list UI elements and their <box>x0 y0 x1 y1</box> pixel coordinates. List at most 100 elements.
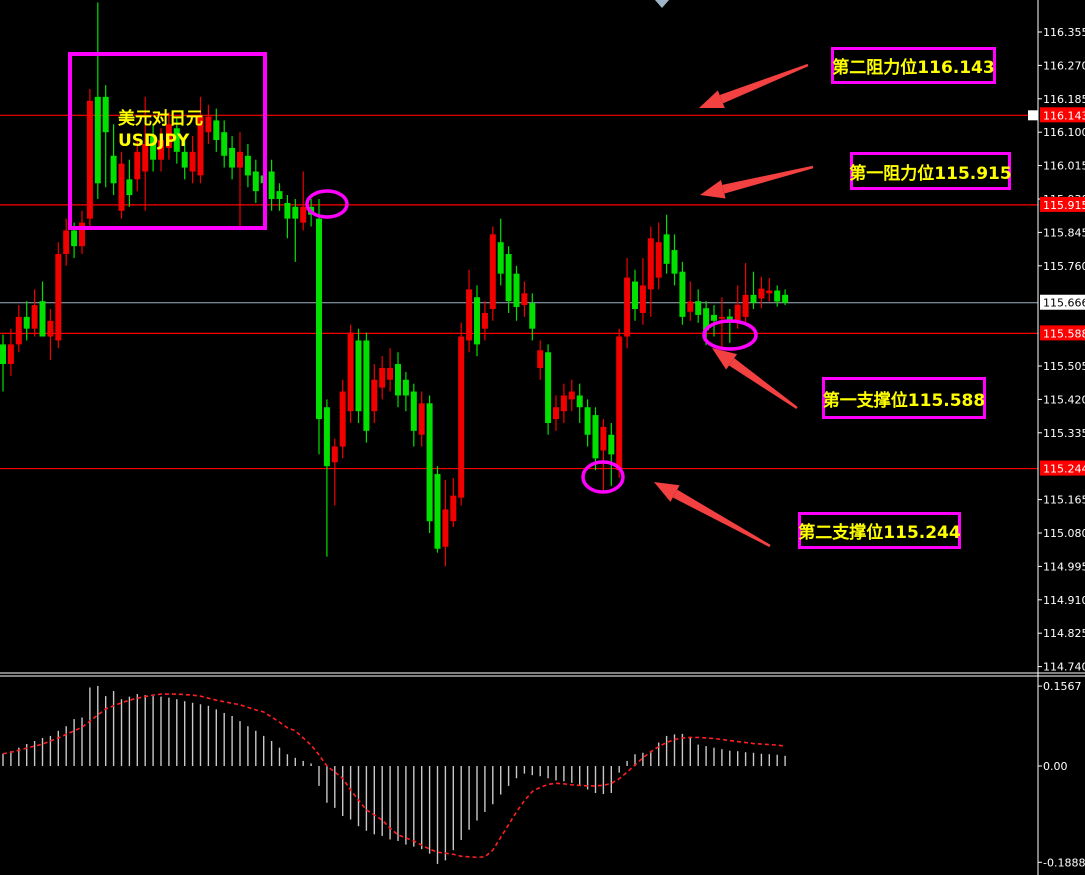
price-tick-label: 114.995 <box>1043 560 1085 573</box>
candle <box>505 254 512 302</box>
candle <box>23 316 30 329</box>
candle <box>126 179 133 196</box>
candle <box>300 206 307 223</box>
candle <box>197 116 204 176</box>
candle <box>687 301 694 312</box>
candle <box>189 151 196 172</box>
price-tick-label: 115.505 <box>1043 360 1085 373</box>
candle <box>347 332 354 412</box>
candle <box>158 140 164 160</box>
candle <box>355 340 362 412</box>
candle <box>718 316 725 319</box>
candle <box>39 301 46 337</box>
annotation-ellipse-1[interactable] <box>305 189 349 219</box>
candle <box>31 305 38 329</box>
candle <box>655 242 662 278</box>
price-tick-label: 116.015 <box>1043 160 1085 173</box>
candle <box>450 495 457 522</box>
symbol-name-cn: 美元对日元 <box>118 109 203 129</box>
candle <box>632 281 638 310</box>
annotation-rectangle[interactable] <box>68 52 267 230</box>
annotation-ellipse-2[interactable] <box>702 319 758 351</box>
candle <box>442 509 449 547</box>
annotation-box-resistance-2[interactable]: 第二阻力位116.143 <box>831 47 996 84</box>
level-price-tag: 115.588 <box>1043 327 1085 340</box>
level-price-tag: 115.915 <box>1043 199 1085 212</box>
candle <box>55 254 62 341</box>
annotation-arrow-head-1[interactable] <box>699 90 725 109</box>
candle <box>94 96 101 184</box>
candle <box>750 294 757 303</box>
candle <box>489 234 496 310</box>
price-tick-label: 115.845 <box>1043 226 1085 239</box>
candle <box>110 155 117 184</box>
candle <box>339 391 346 447</box>
candle <box>774 290 781 302</box>
candle <box>102 96 109 133</box>
candle <box>711 314 717 321</box>
line-drag-handle[interactable] <box>1028 110 1038 121</box>
price-tick-label: 116.355 <box>1043 26 1085 39</box>
candle <box>671 250 678 274</box>
candle <box>142 143 149 172</box>
candle <box>323 407 330 467</box>
candle <box>86 100 93 219</box>
candle <box>331 446 338 463</box>
candle <box>529 303 536 329</box>
candle <box>758 288 765 299</box>
candle <box>387 367 394 380</box>
annotation-arrow-shaft-3[interactable] <box>729 358 798 410</box>
candle <box>734 304 741 321</box>
candle <box>244 155 251 176</box>
price-tick-label: 115.335 <box>1043 427 1085 440</box>
candle <box>474 297 480 345</box>
candle <box>647 238 654 290</box>
candle <box>568 391 575 400</box>
candle <box>466 289 473 341</box>
price-tick-label: 116.270 <box>1043 59 1085 72</box>
candle <box>576 395 583 408</box>
annotation-arrow-head-3[interactable] <box>712 348 738 370</box>
candle <box>134 151 141 180</box>
candle <box>742 294 749 317</box>
candle <box>221 132 228 156</box>
candle <box>316 218 322 420</box>
candle <box>15 316 22 345</box>
annotation-arrow-shaft-2[interactable] <box>722 165 814 194</box>
candle <box>545 352 552 423</box>
annotation-arrow-shaft-1[interactable] <box>719 63 809 104</box>
candle <box>616 336 623 471</box>
annotation-ellipse-3[interactable] <box>581 460 625 494</box>
candle <box>402 379 409 396</box>
price-tick-label: 115.420 <box>1043 393 1085 406</box>
candle <box>624 277 631 337</box>
candle <box>481 312 488 329</box>
annotation-box-support-1[interactable]: 第一支撑位115.588 <box>822 377 986 419</box>
candle <box>766 290 773 294</box>
candle <box>703 308 710 331</box>
candle <box>165 124 172 148</box>
candle <box>663 234 670 264</box>
candle <box>497 242 504 274</box>
current-price-tag: 115.666 <box>1043 297 1085 310</box>
annotation-box-resistance-1[interactable]: 第一阻力位115.915 <box>849 152 1012 190</box>
time-marker-triangle <box>655 0 669 8</box>
annotation-arrow-shaft-4[interactable] <box>672 489 771 548</box>
candle <box>213 120 220 141</box>
annotation-box-support-2[interactable]: 第二支撑位115.244 <box>798 512 961 549</box>
level-price-tag-bg <box>1040 196 1085 212</box>
indicator-tick-label: -0.1888 <box>1043 856 1085 869</box>
candle <box>268 171 275 199</box>
candle <box>7 344 14 365</box>
price-tick-label: 114.825 <box>1043 627 1085 640</box>
candle <box>410 391 417 431</box>
candle <box>395 364 401 396</box>
annotation-arrow-head-2[interactable] <box>700 180 726 199</box>
price-tick-label: 116.100 <box>1043 126 1085 139</box>
candle <box>458 336 465 498</box>
candle <box>79 222 85 247</box>
annotation-arrow-head-4[interactable] <box>654 482 680 502</box>
indicator-tick-label: 0.00 <box>1043 760 1068 773</box>
candle <box>292 206 299 219</box>
